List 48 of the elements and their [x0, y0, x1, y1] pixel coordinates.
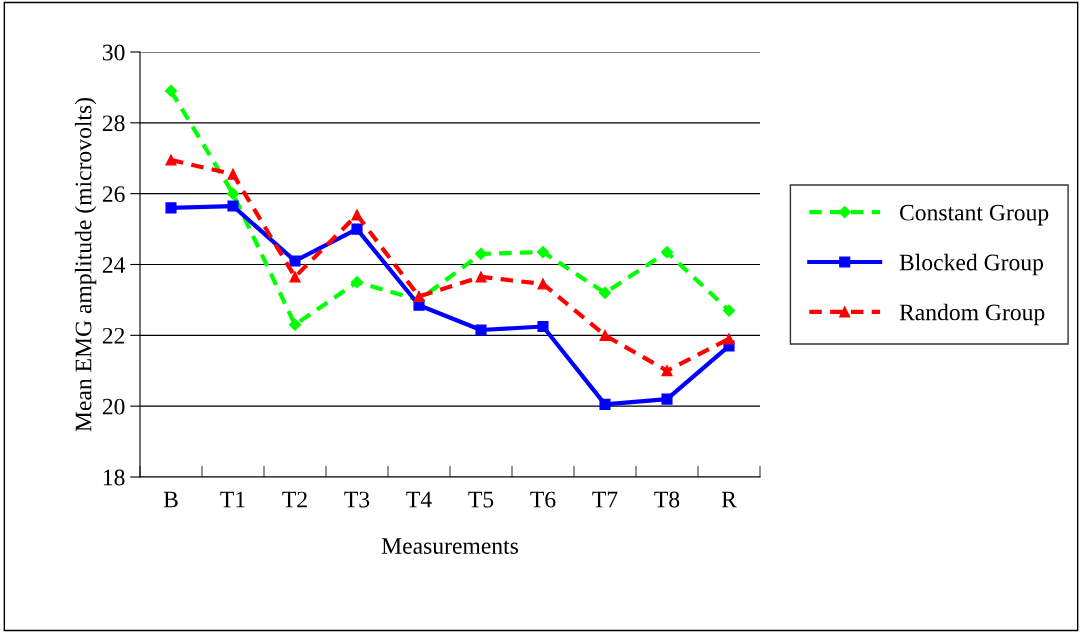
point	[537, 320, 549, 333]
point	[227, 168, 239, 180]
x-tick-label: T8	[654, 491, 680, 508]
x-axis-title: Measurements	[381, 538, 518, 554]
y-axis-title: Mean EMG amplitude (microvolts)	[74, 98, 97, 432]
legend-label: Random Group	[899, 303, 1045, 326]
y-tick-label: 22	[102, 327, 125, 344]
x-tick-label: T3	[344, 491, 370, 508]
legend-label: Blocked Group	[899, 253, 1044, 276]
point	[164, 84, 178, 98]
x-tick-label: T5	[468, 491, 494, 508]
y-tick-label: 26	[102, 186, 125, 203]
point	[474, 247, 488, 260]
point	[289, 255, 301, 267]
point	[660, 246, 674, 259]
y-tick-label: 28	[102, 115, 125, 132]
x-tick-label: R	[721, 491, 737, 508]
point	[226, 187, 240, 200]
point	[475, 271, 487, 283]
point	[165, 202, 177, 214]
legend-label: Constant Group	[899, 204, 1049, 226]
point	[599, 398, 611, 410]
point	[227, 200, 239, 212]
point	[288, 318, 302, 331]
point	[723, 333, 735, 345]
y-tick-label: 30	[102, 44, 125, 61]
y-tick-label: 20	[102, 398, 125, 415]
x-tick-label: T6	[530, 491, 556, 508]
point	[661, 365, 673, 377]
point	[350, 276, 364, 289]
point	[598, 286, 612, 299]
x-tick-label: T4	[406, 491, 432, 508]
point	[351, 223, 363, 235]
point	[722, 304, 736, 317]
point	[599, 329, 611, 341]
y-tick-label: 24	[102, 257, 126, 273]
point	[165, 154, 177, 166]
y-tick-label: 18	[103, 469, 125, 486]
x-tick-label: T7	[592, 491, 618, 508]
x-tick-label: T2	[282, 491, 307, 508]
point	[661, 393, 673, 405]
x-tick-label: T1	[220, 491, 245, 508]
point	[289, 271, 301, 283]
point	[351, 209, 363, 221]
point	[413, 290, 425, 302]
x-tick-label: B	[163, 491, 178, 508]
point	[536, 246, 550, 259]
point	[475, 324, 487, 336]
